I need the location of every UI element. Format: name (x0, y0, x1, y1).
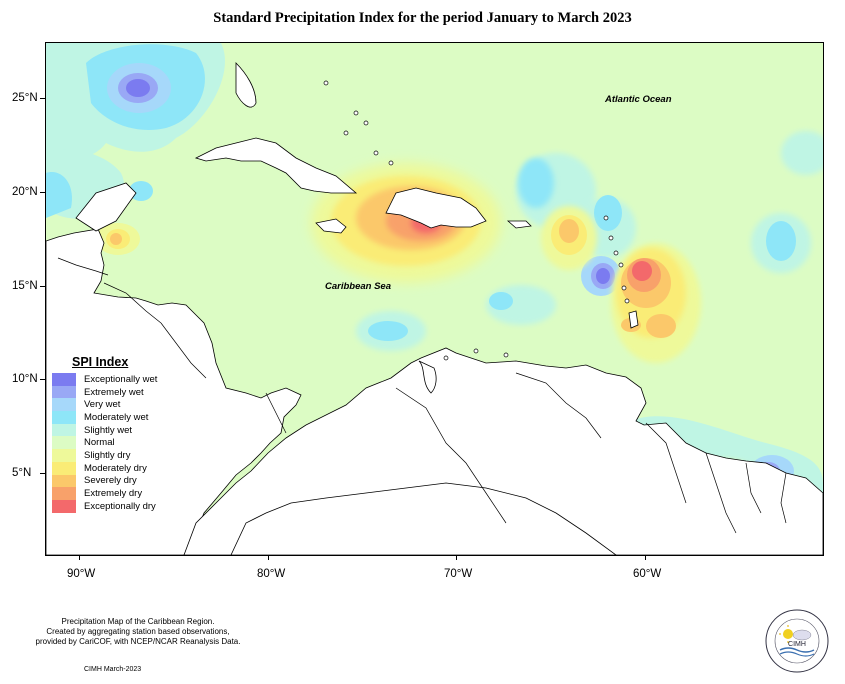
legend-label: Slightly dry (84, 449, 131, 461)
tick-lat-20 (40, 192, 45, 193)
tick-lon-80 (268, 555, 269, 560)
legend-label: Normal (84, 437, 115, 449)
spi-map (45, 42, 824, 556)
country-borders (57, 257, 787, 534)
legend-swatch (52, 436, 76, 450)
legend-swatch (52, 487, 76, 500)
cimh-logo-icon: CIMH (764, 608, 830, 674)
tick-lon-60 (645, 555, 646, 560)
legend-title: SPI Index (72, 355, 129, 369)
legend-label: Exceptionally dry (84, 500, 156, 512)
legend-swatch (52, 398, 76, 412)
legend-label: Moderately dry (84, 462, 147, 474)
legend-item: Slightly dry (52, 449, 182, 462)
legend-swatch (52, 499, 76, 513)
map-title: Standard Precipitation Index for the per… (213, 10, 632, 26)
legend-label: Moderately wet (84, 411, 149, 423)
tick-lon-90 (79, 555, 80, 560)
small-islands (323, 80, 630, 361)
tick-lat-15 (40, 286, 45, 287)
legend-item: Extremely wet (52, 385, 182, 399)
lat-label-15n: 15°N (12, 280, 38, 292)
tick-lon-70 (456, 555, 457, 560)
footnote-line-3: provided by CariCOF, with NCEP/NCAR Rean… (35, 637, 241, 646)
legend-rows: Exceptionally wet Extremely wet Very wet Mo… (52, 373, 182, 513)
svg-text:CIMH: CIMH (788, 641, 806, 648)
legend-swatch (52, 385, 76, 399)
land-masses (46, 62, 823, 555)
lon-label-60w: 60°W (633, 568, 662, 580)
spi-legend: SPI Index Exceptionally wet Extremely wet… (52, 355, 182, 513)
legend-label: Severely dry (84, 475, 137, 487)
caribbean-sea-label: Caribbean Sea (325, 281, 391, 292)
lat-label-20n: 20°N (12, 186, 38, 198)
legend-swatch (52, 411, 76, 424)
lat-label-25n: 25°N (12, 92, 38, 104)
legend-swatch (52, 474, 76, 488)
legend-label: Exceptionally wet (84, 373, 158, 385)
legend-label: Slightly wet (84, 424, 133, 436)
lon-label-70w: 70°W (444, 568, 473, 580)
lon-label-90w: 90°W (67, 568, 96, 580)
legend-label: Extremely dry (84, 488, 143, 500)
footnote-line-1: Precipitation Map of the Caribbean Regio… (61, 617, 215, 626)
tick-lat-5 (40, 473, 45, 474)
legend-label: Very wet (84, 399, 121, 411)
footnote-line-2: Created by aggregating station based obs… (46, 627, 230, 636)
atlantic-ocean-label: Atlantic Ocean (605, 94, 672, 105)
tick-lat-25 (40, 98, 45, 99)
legend-item: Very wet (52, 398, 182, 412)
legend-swatch (52, 423, 76, 437)
legend-item: Extremely dry (52, 487, 182, 500)
legend-item: Slightly wet (52, 423, 182, 437)
legend-item: Exceptionally dry (52, 499, 182, 513)
credit-text: CIMH March-2023 (84, 666, 142, 673)
lon-label-80w: 80°W (257, 568, 286, 580)
footnote: Precipitation Map of the Caribbean Regio… (18, 617, 258, 647)
tick-lat-10 (40, 379, 45, 380)
lat-label-10n: 10°N (12, 373, 38, 385)
legend-item: Moderately dry (52, 461, 182, 475)
legend-swatch (52, 461, 76, 475)
legend-item: Normal (52, 436, 182, 450)
legend-swatch (52, 373, 76, 386)
legend-item: Severely dry (52, 474, 182, 488)
spi-map-svg (46, 43, 823, 555)
legend-swatch (52, 449, 76, 462)
legend-item: Exceptionally wet (52, 373, 182, 386)
legend-label: Extremely wet (84, 386, 144, 398)
legend-item: Moderately wet (52, 411, 182, 424)
lat-label-5n: 5°N (12, 467, 32, 479)
